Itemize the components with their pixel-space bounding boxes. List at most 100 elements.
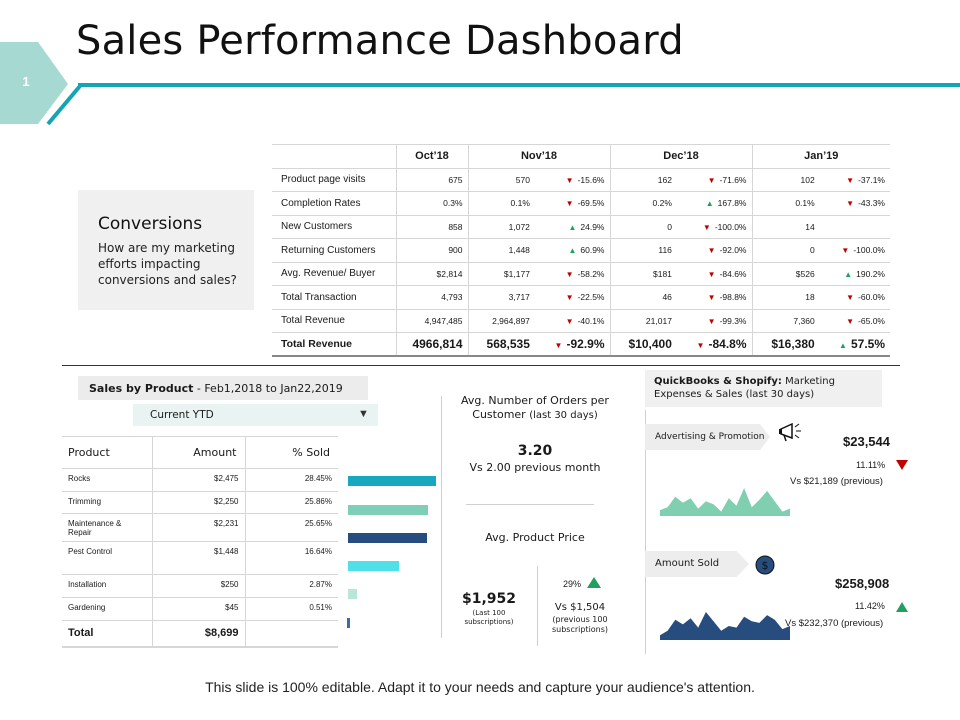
footer-note: This slide is 100% editable. Adapt it to…: [205, 679, 755, 695]
table-row: Trimming $2,250 25.86%: [62, 491, 338, 514]
nov-value: 0.1%: [468, 191, 535, 216]
row-label: Total Revenue: [272, 309, 397, 333]
table-row: Maintenance & Repair $2,231 25.65%: [62, 513, 338, 542]
jan-change: ▲ 57.5%: [819, 332, 890, 357]
down-arrow-icon: ▼: [841, 246, 850, 256]
jan-value: 102: [752, 168, 820, 192]
dec-value: 21,017: [610, 309, 677, 333]
period-selector-value: Current YTD: [150, 409, 214, 421]
percent-sold-bar: [348, 533, 428, 543]
product-name: Pest Control: [62, 541, 153, 575]
down-arrow-icon: ▼: [702, 222, 711, 232]
jan-change: ▼ -43.3%: [819, 191, 890, 216]
product-price-note: (Last 100 subscriptions): [464, 609, 514, 626]
svg-text:$: $: [762, 559, 769, 572]
product-price-comparison: Vs $1,504: [554, 602, 606, 613]
amount-column-header: Amount: [152, 436, 246, 469]
sales-by-product-date-range: - Feb1,2018 to Jan22,2019: [193, 382, 343, 395]
up-arrow-icon: ▲: [568, 222, 577, 232]
product-sold-percent: 25.86%: [245, 491, 338, 514]
up-arrow-icon: ▲: [839, 341, 847, 350]
dec-value: 162: [610, 168, 677, 192]
table-row: Rocks $2,475 28.45%: [62, 468, 338, 492]
product-price-change: 29%: [563, 579, 582, 589]
dec-change: ▼ -98.8%: [676, 285, 753, 310]
percent-sold-bar: [348, 618, 350, 628]
row-label: Total Revenue: [272, 332, 397, 357]
product-name: Rocks: [62, 468, 153, 492]
down-arrow-icon: ▼: [846, 175, 855, 185]
dec-change: ▼ -84.8%: [676, 332, 753, 357]
product-sales-table: Product Amount % Sold Rocks $2,475 28.45% T…: [62, 436, 338, 648]
quickbooks-title: QuickBooks & Shopify:: [654, 376, 782, 387]
dec-change: ▼ -84.6%: [676, 262, 753, 286]
row-label: New Customers: [272, 215, 397, 239]
down-arrow-icon: ▼: [707, 269, 716, 279]
quickbooks-subtitle: Marketing Expenses & Sales (last 30 days…: [654, 376, 835, 400]
nov-value: 1,448: [468, 238, 535, 263]
jan-change: ▼ -60.0%: [819, 285, 890, 310]
dec-value: 0.2%: [610, 191, 677, 216]
jan-value: 0.1%: [752, 191, 820, 216]
oct-value: 675: [396, 168, 469, 192]
orders-comparison: Vs 2.00 previous month: [469, 461, 601, 474]
up-arrow-icon: ▲: [705, 199, 714, 209]
product-amount: $1,448: [152, 541, 246, 575]
header-month: Jan’19: [752, 144, 890, 169]
product-price-value: $1,952: [461, 591, 517, 607]
product-price-comparison-note: (previous 100 subscriptions): [551, 615, 609, 634]
orders-title: Avg. Number of Orders per Customer (last…: [461, 394, 609, 421]
table-row: Total Revenue 4,947,485 2,964,897 ▼ -40.1% 21…: [272, 309, 890, 333]
sparkline-area: [660, 612, 790, 640]
header-month: Dec’18: [610, 144, 753, 169]
percent-sold-bar: [348, 589, 357, 599]
dec-value: $181: [610, 262, 677, 286]
row-label: Completion Rates: [272, 191, 397, 216]
product-amount: $45: [152, 597, 246, 621]
row-label: Product page visits: [272, 168, 397, 192]
dec-value: 116: [610, 238, 677, 263]
amount-sold-sparkline: [660, 612, 790, 640]
down-arrow-icon: ▼: [707, 293, 716, 303]
dropdown-caret-icon[interactable]: ▼: [358, 408, 369, 420]
jan-value: 18: [752, 285, 820, 310]
nov-change: ▼ -92.9%: [534, 332, 611, 357]
dec-change: ▲ 167.8%: [676, 191, 753, 216]
advertising-sparkline: [660, 488, 790, 516]
dec-change: ▼ -92.0%: [676, 238, 753, 263]
table-row: Total Transaction 4,793 3,717 ▼ -22.5% 46 ▼ -98…: [272, 285, 890, 310]
down-arrow-icon: ▼: [846, 199, 855, 209]
down-arrow-icon: ▼: [565, 175, 574, 185]
table-header-row: Oct’18 Nov’18 Dec’18 Jan’19: [272, 144, 890, 169]
nov-value: 570: [468, 168, 535, 192]
up-arrow-icon: [587, 577, 601, 588]
oct-value: 4,947,485: [396, 309, 469, 333]
total-blank: [245, 620, 338, 648]
jan-change: ▼ -65.0%: [819, 309, 890, 333]
total-label: Total: [62, 620, 153, 648]
table-row: Installation $250 2.87%: [62, 574, 338, 598]
jan-value: $526: [752, 262, 820, 286]
dollar-coin-icon: $: [755, 555, 775, 575]
table-row: Avg. Revenue/ Buyer $2,814 $1,177 ▼ -58.2% $1…: [272, 262, 890, 286]
column-divider: [441, 396, 442, 638]
nov-change: ▲ 60.9%: [534, 238, 611, 263]
column-divider: [645, 410, 646, 654]
down-arrow-icon: ▼: [707, 175, 716, 185]
jan-value: 0: [752, 238, 820, 263]
amount-sold-label: Amount Sold: [655, 558, 720, 569]
down-arrow-icon: ▼: [565, 269, 574, 279]
jan-value: $16,380: [752, 332, 820, 357]
down-arrow-icon: ▼: [846, 316, 855, 326]
table-row: Gardening $45 0.51%: [62, 597, 338, 621]
period-selector[interactable]: Current YTD: [133, 404, 378, 426]
header-month: Nov’18: [468, 144, 611, 169]
metric-divider: [466, 504, 594, 505]
table-row: Completion Rates 0.3% 0.1% ▼ -69.5% 0.2% ▲ 167.…: [272, 191, 890, 216]
advertising-change: 11.11%: [856, 460, 886, 470]
down-arrow-icon: ▼: [846, 293, 855, 303]
nov-change: ▼ -22.5%: [534, 285, 611, 310]
product-name: Maintenance & Repair: [62, 513, 153, 542]
oct-value: 0.3%: [396, 191, 469, 216]
price-divider: [537, 566, 538, 646]
